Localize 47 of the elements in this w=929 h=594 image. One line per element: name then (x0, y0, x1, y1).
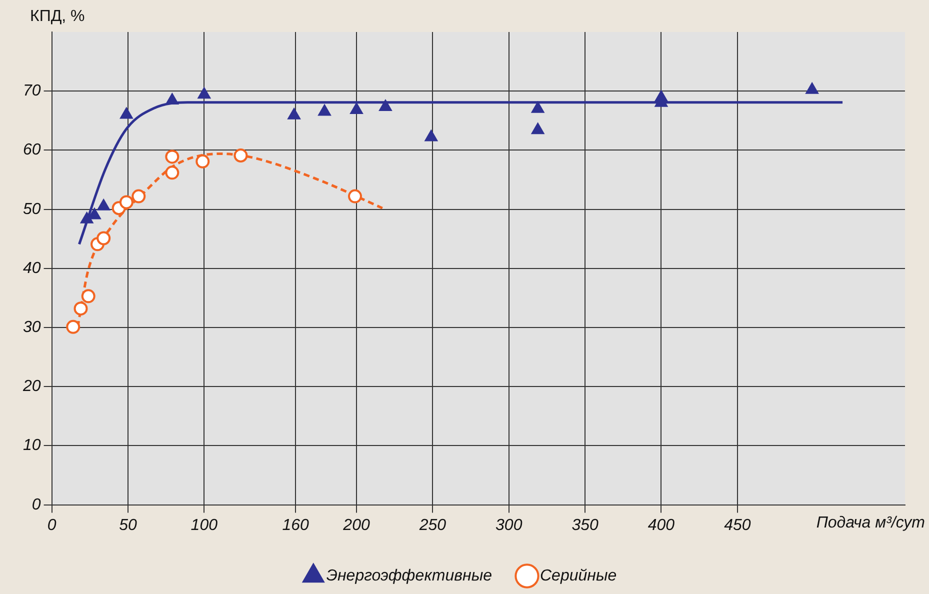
y-tick-label: 30 (23, 318, 41, 336)
point (198, 88, 210, 99)
point (234, 148, 248, 163)
x-tick-label: 450 (724, 516, 751, 534)
x-tick-label: 400 (648, 516, 675, 534)
point (350, 103, 363, 114)
point (66, 320, 80, 334)
x-axis-title: Подача м³/сут (816, 514, 925, 532)
y-tick-label: 20 (22, 378, 41, 396)
point (532, 123, 544, 134)
y-tick-label: 10 (23, 437, 41, 454)
x-tick-label: 0 (47, 516, 56, 534)
point (119, 195, 134, 210)
legend-label: Серийные (540, 567, 617, 584)
x-tick-label: 160 (282, 516, 310, 534)
y-tick-label: 70 (23, 82, 41, 100)
y-tick-label: 50 (23, 200, 41, 218)
point (74, 302, 88, 316)
point (81, 289, 96, 304)
x-tick-label: 50 (119, 516, 137, 534)
y-tick-label: 60 (23, 142, 41, 159)
point (806, 82, 818, 94)
legend-label: Энергоэффективные (326, 567, 492, 584)
point (424, 130, 438, 142)
point (120, 108, 133, 119)
y-tick-label: 40 (23, 260, 41, 277)
point (379, 100, 392, 112)
x-tick-label: 350 (572, 516, 598, 534)
x-tick-label: 250 (418, 516, 446, 534)
point (96, 231, 111, 246)
point (132, 189, 146, 204)
point (532, 102, 544, 113)
y-tick-label: 0 (32, 496, 41, 514)
x-tick-label: 100 (190, 516, 218, 534)
point (196, 154, 210, 168)
x-tick-label: 300 (496, 516, 522, 534)
x-tick-label: 200 (342, 516, 370, 534)
point (80, 212, 94, 224)
point (97, 199, 110, 210)
point (166, 94, 178, 105)
point (348, 189, 362, 204)
y-axis-title: КПД, % (30, 8, 85, 26)
point (88, 208, 101, 220)
point (165, 166, 180, 180)
point (318, 104, 331, 116)
point (165, 150, 180, 164)
point (288, 108, 300, 120)
